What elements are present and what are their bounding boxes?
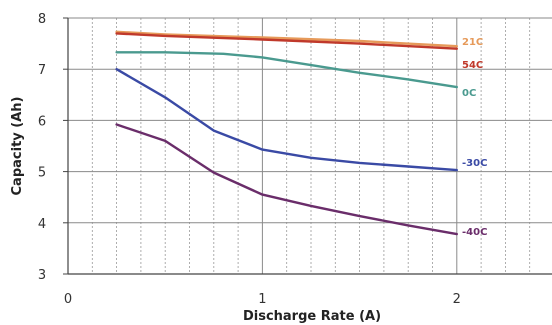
series-labels: 21C 54C 0C -30C -40C xyxy=(462,37,487,238)
x-tick-label: 0 xyxy=(64,292,72,307)
series-label-21C: 21C xyxy=(462,37,483,48)
tick-labels: 3 4 5 6 7 8 0 1 2 xyxy=(38,12,461,307)
y-tick-label: 8 xyxy=(38,12,46,27)
y-tick-label: 5 xyxy=(38,166,46,181)
y-tick-label: 6 xyxy=(38,114,46,129)
x-axis-title: Discharge Rate (A) xyxy=(243,309,381,324)
x-tick-label: 2 xyxy=(453,292,461,307)
series-line-54C xyxy=(115,32,458,50)
y-tick-label: 3 xyxy=(38,268,46,283)
series-label-54C: 54C xyxy=(462,60,483,71)
x-tick-label: 1 xyxy=(258,292,266,307)
y-tick-label: 7 xyxy=(38,63,46,78)
series-label-0C: 0C xyxy=(462,88,476,99)
series-line--40C xyxy=(115,123,458,236)
y-axis-title: Capacity (Ah) xyxy=(10,97,25,196)
plot-background xyxy=(68,18,552,274)
series-label--40C: -40C xyxy=(462,227,487,238)
y-tick-label: 4 xyxy=(38,217,46,232)
series-line-0C xyxy=(115,51,458,89)
series-label--30C: -30C xyxy=(462,158,487,169)
series-line--30C xyxy=(115,67,458,172)
grid xyxy=(68,17,552,274)
axes xyxy=(63,17,552,275)
series-group xyxy=(115,30,458,236)
series-line-21C xyxy=(115,30,458,48)
